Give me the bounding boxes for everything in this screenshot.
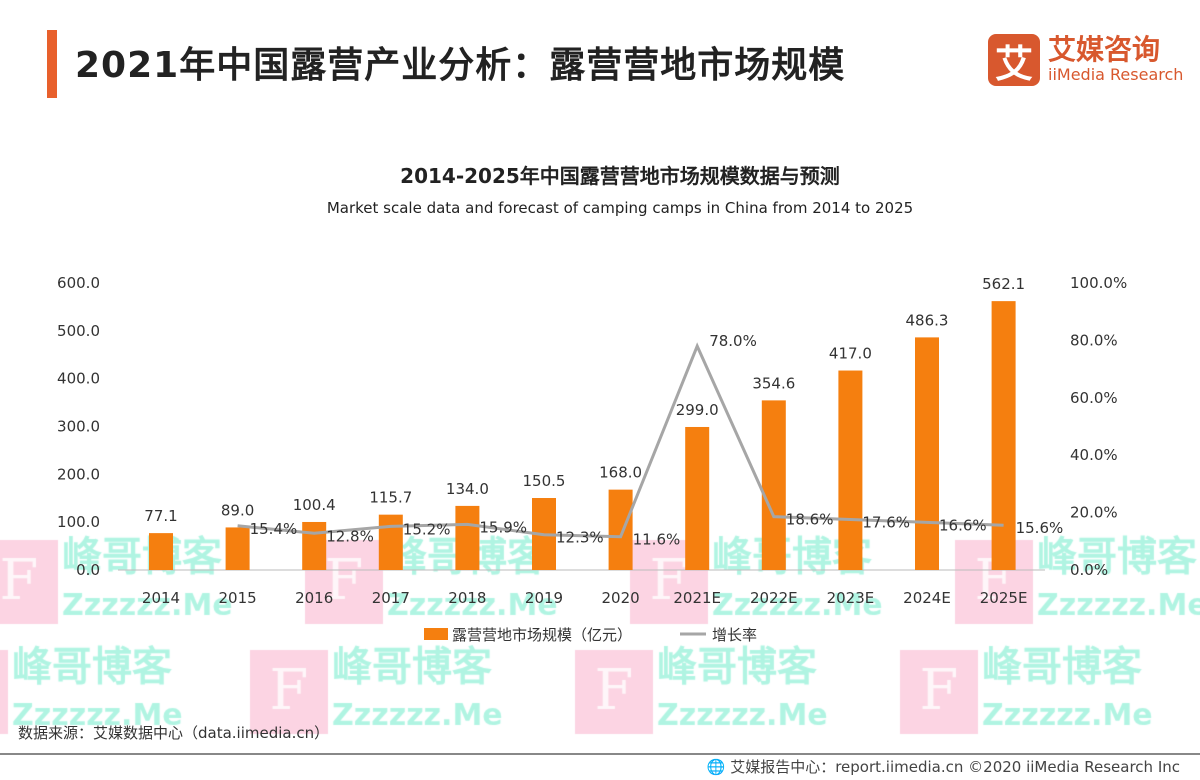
bar xyxy=(761,400,786,570)
line-data-label: 12.3% xyxy=(556,529,604,547)
footer: 🌐 艾媒报告中心：report.iimedia.cn ©2020 iiMedia… xyxy=(707,756,1180,777)
line-data-label: 15.4% xyxy=(250,520,298,538)
bar xyxy=(378,514,403,570)
line-data-label: 17.6% xyxy=(862,513,910,531)
bar xyxy=(838,370,863,570)
globe-icon: 🌐 xyxy=(706,758,726,776)
line-data-label: 15.6% xyxy=(1016,519,1064,537)
bar-data-label: 150.5 xyxy=(523,472,566,490)
bar xyxy=(608,489,633,570)
legend-label-bar: 露营营地市场规模（亿元） xyxy=(452,626,632,644)
bar xyxy=(149,533,173,570)
logo-mark: 艾 xyxy=(988,34,1040,86)
chart-title: 2014-2025年中国露营营地市场规模数据与预测 xyxy=(400,164,840,188)
bar-data-label: 77.1 xyxy=(144,507,177,525)
bar xyxy=(685,426,710,570)
data-source: 数据来源：艾媒数据中心（data.iimedia.cn） xyxy=(18,724,330,742)
logo-en: iiMedia Research xyxy=(1048,65,1184,84)
x-tick-label: 2020 xyxy=(602,589,640,607)
footer-text: 艾媒报告中心：report.iimedia.cn ©2020 iiMedia R… xyxy=(730,758,1180,776)
y-tick-label: 300.0 xyxy=(57,418,100,436)
line-data-label: 15.9% xyxy=(479,518,527,536)
x-tick-label: 2021E xyxy=(673,589,721,607)
bar-data-label: 134.0 xyxy=(446,480,489,498)
footer-divider xyxy=(0,753,1200,755)
x-tick-label: 2017 xyxy=(372,589,410,607)
x-tick-label: 2014 xyxy=(142,589,180,607)
x-tick-label: 2022E xyxy=(750,589,798,607)
bar xyxy=(991,301,1016,570)
line-data-label: 15.2% xyxy=(403,520,451,538)
line-data-label: 16.6% xyxy=(939,516,987,534)
growth-line xyxy=(237,342,1004,539)
y2-tick-label: 100.0% xyxy=(1070,274,1127,292)
bar-data-label: 417.0 xyxy=(829,345,872,363)
line-data-label: 78.0% xyxy=(709,332,757,350)
line-data-label: 18.6% xyxy=(786,511,834,529)
x-tick-label: 2024E xyxy=(903,589,951,607)
bar-data-label: 168.0 xyxy=(599,464,642,482)
y-tick-label: 500.0 xyxy=(57,322,100,340)
bar xyxy=(455,505,480,570)
y2-tick-label: 0.0% xyxy=(1070,561,1108,579)
bar xyxy=(915,337,939,570)
x-tick-label: 2018 xyxy=(448,589,486,607)
legend-swatch-bar xyxy=(424,628,448,640)
y2-tick-label: 80.0% xyxy=(1070,331,1118,349)
bar-data-label: 354.6 xyxy=(752,374,795,392)
page-title: 2021年中国露营产业分析：露营营地市场规模 xyxy=(75,45,846,86)
y-tick-label: 100.0 xyxy=(57,513,100,531)
iimedia-logo: 艾 艾媒咨询 iiMedia Research xyxy=(988,34,1183,86)
x-tick-label: 2016 xyxy=(295,589,333,607)
x-tick-label: 2023E xyxy=(827,589,875,607)
y-tick-label: 200.0 xyxy=(57,465,100,483)
x-tick-label: 2019 xyxy=(525,589,563,607)
line-data-label: 12.8% xyxy=(326,527,374,545)
y-tick-label: 600.0 xyxy=(57,274,100,292)
bar xyxy=(302,521,327,570)
bar-data-label: 89.0 xyxy=(221,501,254,519)
logo-cn: 艾媒咨询 xyxy=(1048,33,1161,66)
bar xyxy=(225,527,250,570)
x-tick-label: 2025E xyxy=(980,589,1028,607)
y2-tick-label: 60.0% xyxy=(1070,389,1118,407)
legend-label-line: 增长率 xyxy=(712,626,757,644)
y-tick-label: 400.0 xyxy=(57,370,100,388)
bar-data-label: 115.7 xyxy=(369,489,412,507)
y-tick-label: 0.0 xyxy=(76,561,100,579)
chart-subtitle: Market scale data and forecast of campin… xyxy=(326,199,914,217)
bar-data-label: 562.1 xyxy=(982,275,1025,293)
x-tick-label: 2015 xyxy=(219,589,257,607)
title-accent-bar xyxy=(47,30,57,98)
bar-data-label: 100.4 xyxy=(293,496,336,514)
y2-tick-label: 40.0% xyxy=(1070,446,1118,464)
bar-data-label: 299.0 xyxy=(676,401,719,419)
bar-data-label: 486.3 xyxy=(906,311,949,329)
y2-tick-label: 20.0% xyxy=(1070,504,1118,522)
line-data-label: 11.6% xyxy=(633,531,681,549)
